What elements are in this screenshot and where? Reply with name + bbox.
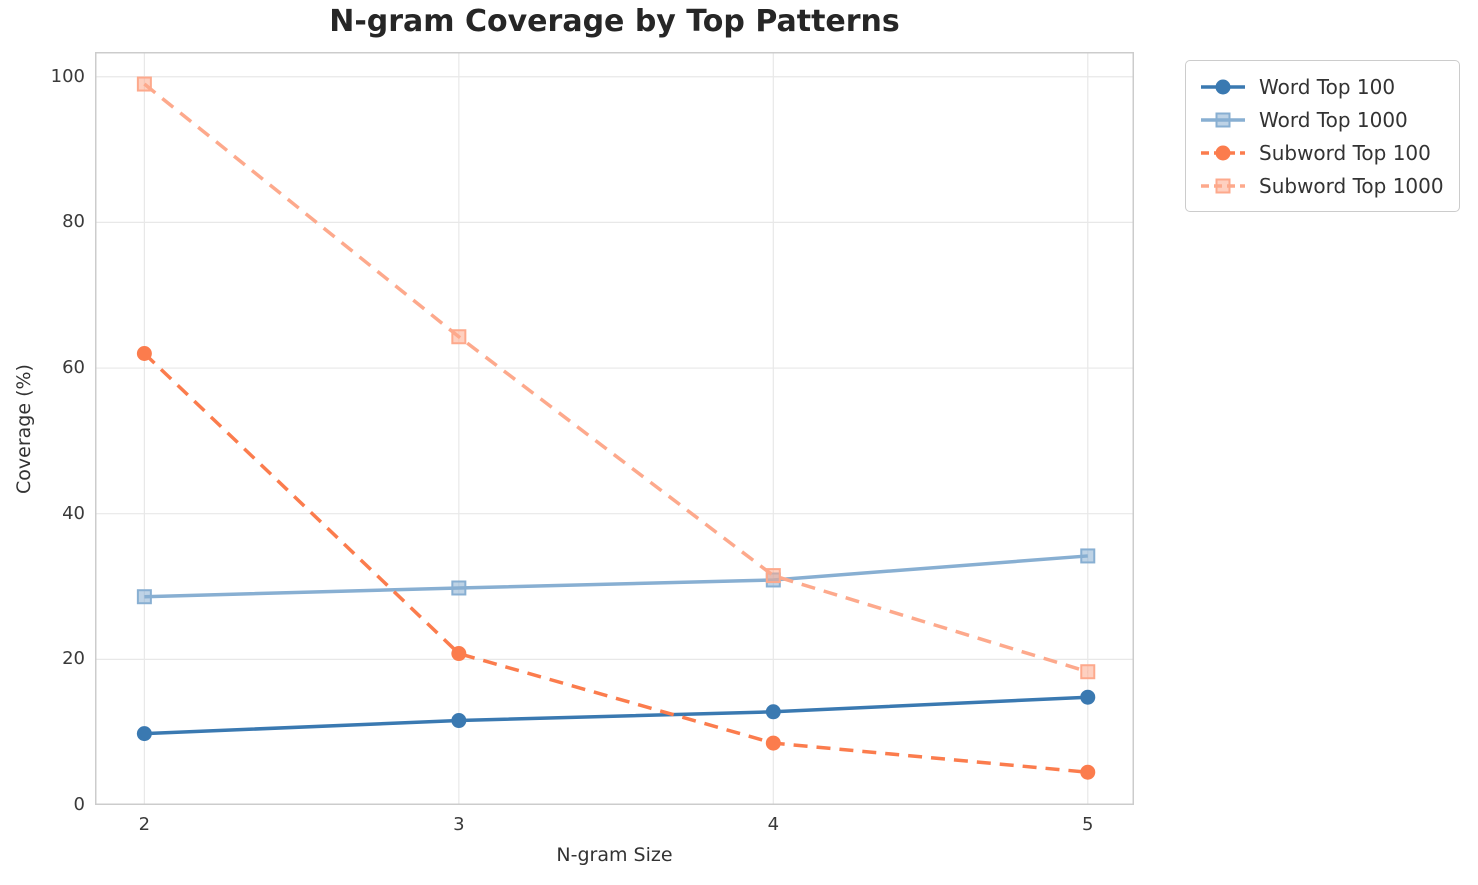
series-line	[143, 82, 1089, 674]
data-point-marker	[1080, 764, 1096, 780]
series-line	[143, 352, 1088, 774]
y-tick-label: 20	[62, 648, 85, 670]
series-subword-top-100	[136, 345, 1096, 780]
legend-label: Subword Top 1000	[1259, 173, 1444, 198]
x-tick-label: 3	[453, 814, 465, 835]
data-point-marker	[451, 646, 467, 662]
x-tick-label: 2	[138, 814, 151, 835]
data-point-marker	[451, 713, 467, 729]
data-point-marker	[1080, 689, 1096, 705]
y-tick-label: 100	[50, 65, 85, 87]
data-point-marker	[136, 345, 152, 361]
data-point-marker	[1080, 664, 1096, 680]
data-point-marker	[765, 568, 781, 584]
data-point-marker	[765, 704, 781, 720]
chart-title: N-gram Coverage by Top Patterns	[329, 4, 900, 39]
legend-circle-marker-icon	[1215, 145, 1231, 160]
legend-line-sample	[1201, 145, 1245, 160]
legend-item-word-top-1000: Word Top 1000	[1200, 103, 1445, 136]
data-point-marker	[136, 589, 152, 605]
legend-label: Word Top 100	[1259, 74, 1396, 99]
data-point-marker	[451, 329, 467, 345]
y-tick-label: 60	[62, 357, 85, 379]
series-line	[144, 695, 1088, 736]
series-subword-top-1000	[136, 76, 1096, 680]
legend-item-subword-top-100: Subword Top 100	[1200, 136, 1445, 169]
y-tick-label: 40	[62, 502, 85, 524]
legend-item-word-top-100: Word Top 100	[1200, 70, 1445, 103]
y-axis-label: Coverage (%)	[13, 364, 35, 494]
legend-square-marker-icon	[1215, 178, 1231, 193]
y-tick-label: 0	[73, 794, 85, 815]
legend-line-sample	[1201, 79, 1245, 94]
data-point-marker	[136, 726, 152, 742]
x-tick-label: 5	[1082, 814, 1094, 835]
x-tick-label: 4	[767, 814, 780, 835]
data-point-marker	[136, 76, 152, 92]
legend: Word Top 100 Word Top 1000 Subword Top 100…	[1185, 60, 1460, 212]
plot-area	[95, 52, 1134, 805]
legend-line-sample	[1201, 178, 1245, 193]
x-axis-label: N-gram Size	[556, 844, 673, 866]
gridlines	[95, 52, 1134, 805]
legend-label: Subword Top 100	[1259, 140, 1431, 165]
legend-label: Word Top 1000	[1259, 107, 1408, 132]
data-point-marker	[765, 735, 781, 751]
data-point-marker	[1080, 548, 1096, 564]
data-point-marker	[451, 580, 467, 596]
legend-circle-marker-icon	[1215, 79, 1231, 94]
series-word-top-100	[136, 689, 1096, 742]
legend-line-sample	[1201, 112, 1245, 127]
series-line	[144, 554, 1088, 599]
y-tick-label: 80	[62, 211, 85, 233]
legend-item-subword-top-1000: Subword Top 1000	[1200, 169, 1445, 202]
legend-square-marker-icon	[1215, 112, 1231, 127]
series-word-top-1000	[136, 548, 1096, 605]
plot-border	[95, 52, 1134, 805]
